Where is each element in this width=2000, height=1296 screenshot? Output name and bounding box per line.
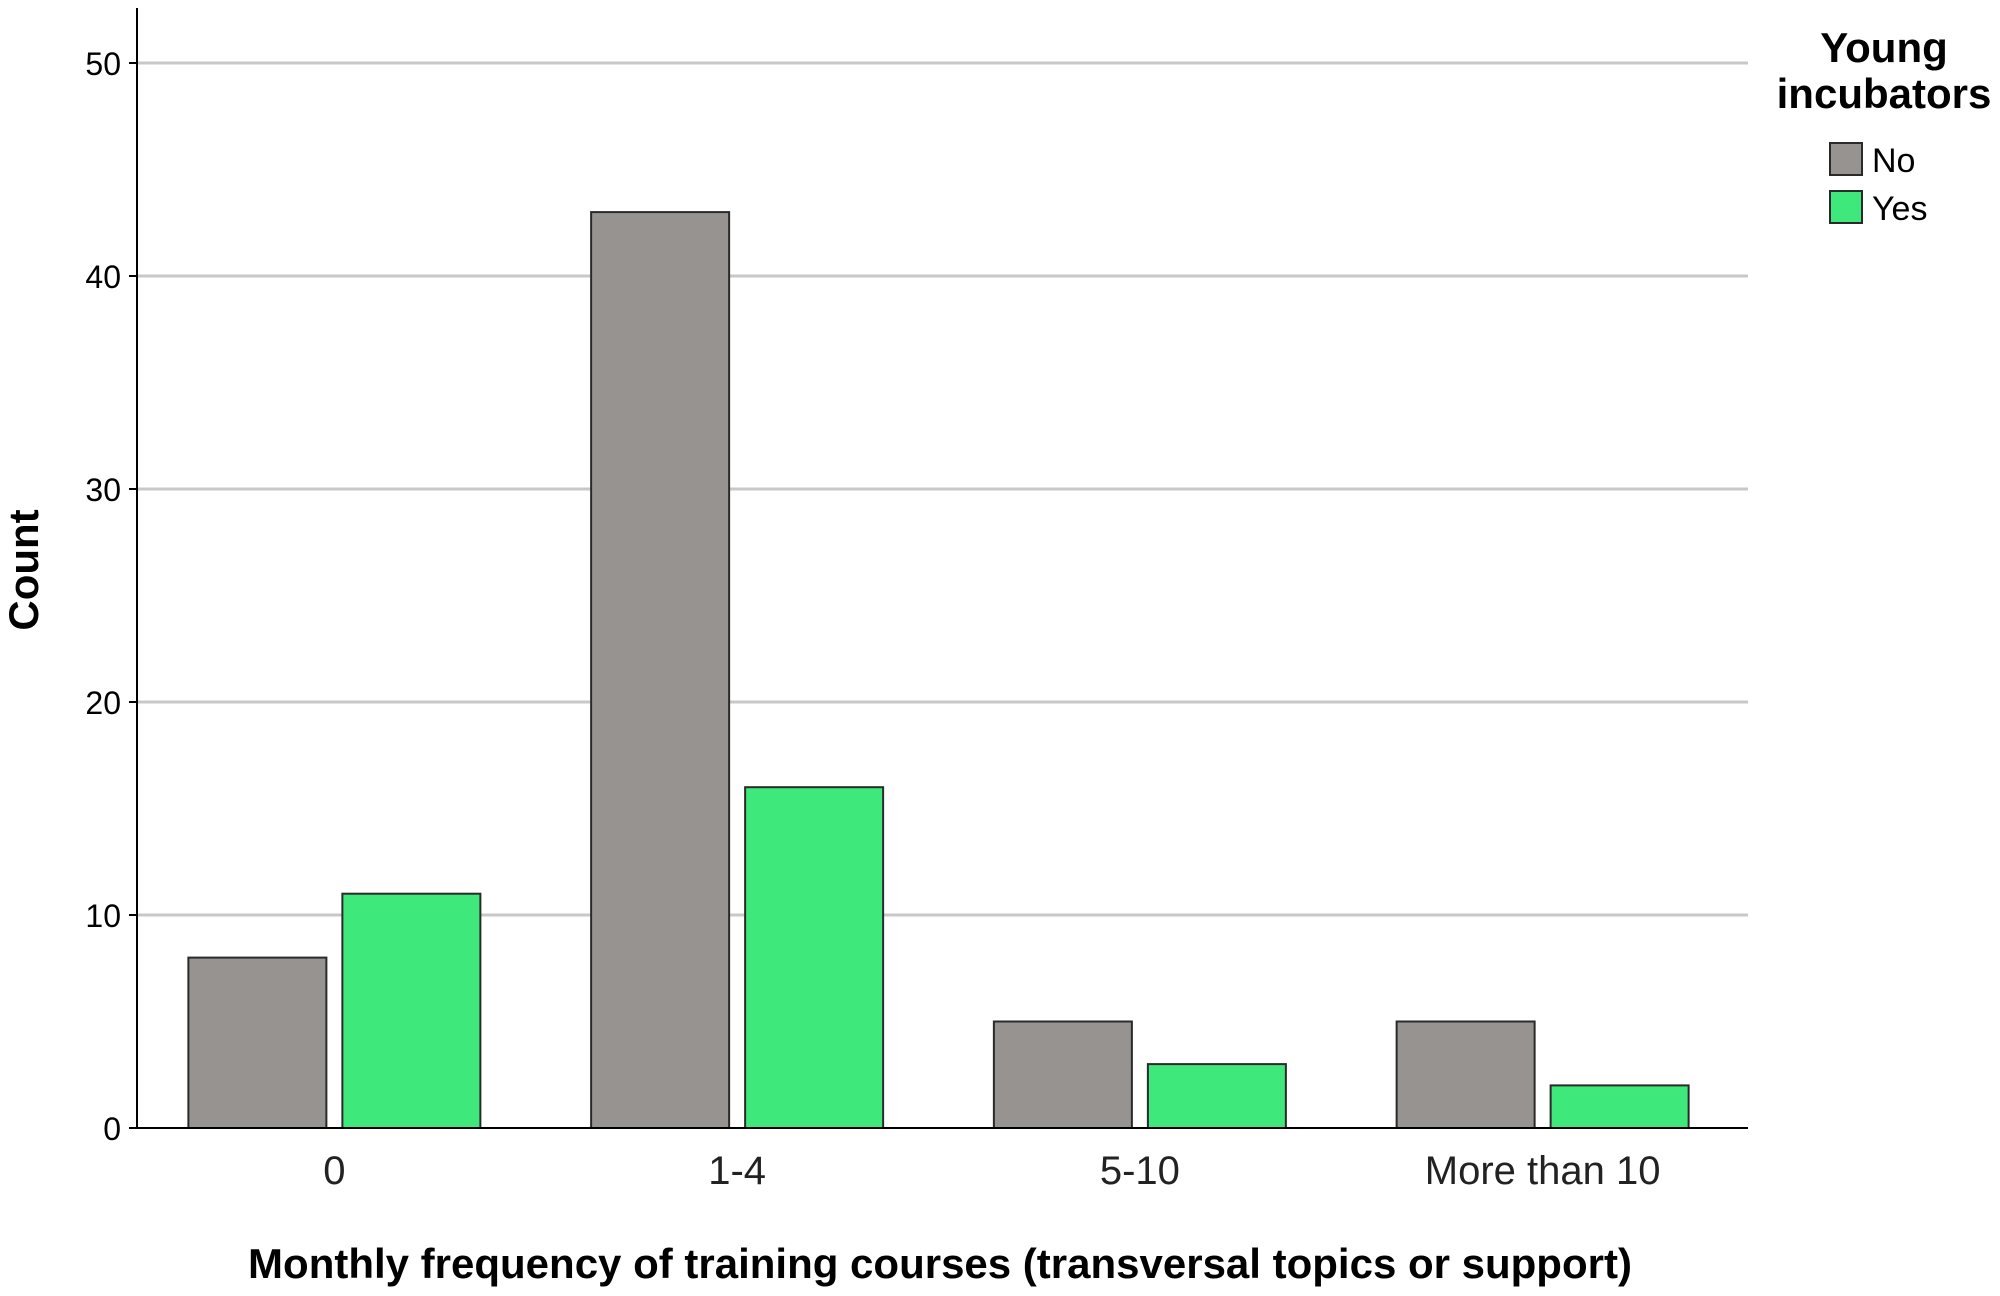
bars — [187, 211, 1690, 1130]
bar-yes-2 — [1146, 1063, 1287, 1129]
y-tick-label: 20 — [85, 685, 121, 721]
y-tick-label: 50 — [85, 46, 121, 82]
legend-label-yes: Yes — [1872, 190, 1927, 228]
x-tick-label: 1-4 — [708, 1149, 766, 1193]
legend: Young incubators No Yes — [1777, 24, 1992, 228]
bar-yes-1 — [744, 786, 885, 1129]
y-tick-label: 10 — [85, 898, 121, 934]
bar-no-2 — [992, 1020, 1133, 1129]
axes — [136, 8, 1748, 1129]
bar-no-3 — [1395, 1020, 1536, 1129]
legend-swatch-no — [1829, 142, 1863, 176]
legend-label-no: No — [1872, 142, 1915, 180]
y-tick-labels: 0 10 20 30 40 50 — [85, 46, 121, 1147]
bar-no-1 — [590, 211, 731, 1130]
y-tick-label: 30 — [85, 472, 121, 508]
legend-title-line-2: incubators — [1777, 70, 1992, 117]
bar-yes-3 — [1549, 1084, 1690, 1130]
x-axis-title: Monthly frequency of training courses (t… — [248, 1240, 1632, 1287]
bar-no-0 — [187, 956, 328, 1129]
legend-items: No Yes — [1829, 142, 1927, 228]
bar-yes-0 — [341, 892, 482, 1130]
legend-swatch-yes — [1829, 190, 1863, 224]
x-tick-label: 0 — [323, 1149, 345, 1193]
legend-title-line-1: Young — [1820, 24, 1948, 71]
x-tick-label: 5-10 — [1100, 1149, 1180, 1193]
y-tick-label: 40 — [85, 259, 121, 295]
y-axis-title: Count — [0, 509, 47, 630]
y-tick-label: 0 — [103, 1111, 121, 1147]
x-tick-label: More than 10 — [1425, 1149, 1661, 1193]
x-tick-labels: 0 1-4 5-10 More than 10 — [323, 1149, 1660, 1193]
